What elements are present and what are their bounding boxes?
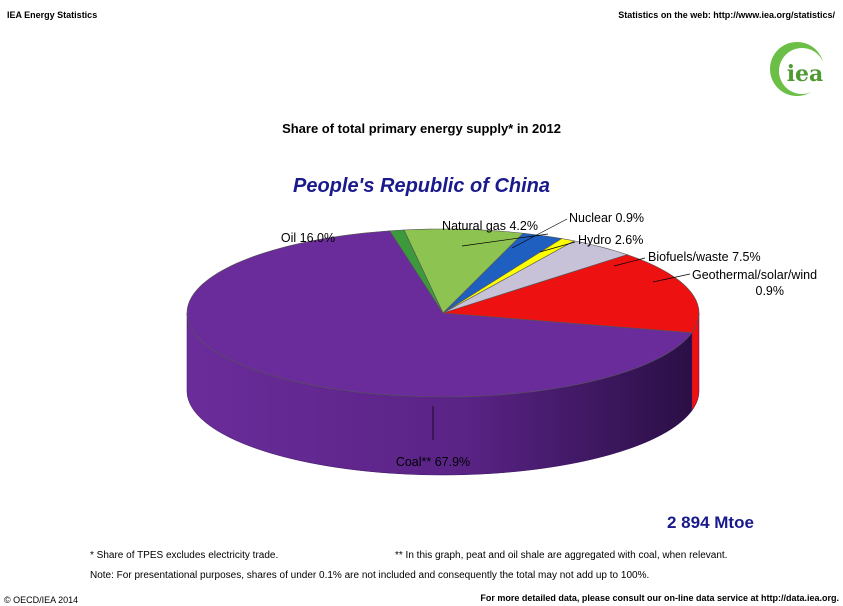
slice-label-geothermal-solar-wind-2: 0.9% — [756, 284, 785, 298]
footnote-tpes: * Share of TPES excludes electricity tra… — [90, 550, 279, 561]
slice-label-coal: Coal** 67.9% — [396, 455, 470, 469]
leader-line-nuclear — [511, 218, 568, 249]
iea-logo: iea — [768, 40, 826, 98]
leader-line-geothermal-solar-wind — [652, 273, 691, 283]
slice-label-nuclear: Nuclear 0.9% — [569, 211, 644, 225]
footnote-coal: ** In this graph, peat and oil shale are… — [395, 550, 728, 561]
pie-slice-coal — [186, 230, 693, 398]
more-data-link: For more detailed data, please consult o… — [480, 593, 839, 603]
logo-text: iea — [787, 61, 824, 87]
slice-label-oil: Oil 16.0% — [281, 231, 335, 245]
footnote-note: Note: For presentational purposes, share… — [90, 570, 650, 581]
pie-top — [186, 228, 700, 398]
pie-slice-geothermal-solar-wind — [389, 229, 444, 314]
leader-line-hydro — [539, 241, 576, 253]
pie-slice-natural-gas — [442, 240, 629, 314]
leader-line-biofuels-waste — [613, 257, 646, 267]
pie-slice-biofuels-waste — [403, 228, 524, 314]
total-supply: 2 894 Mtoe — [667, 513, 754, 532]
country-title: People's Republic of China — [292, 175, 550, 197]
slice-label-natural-gas: Natural gas 4.2% — [442, 219, 538, 233]
slice-label-geothermal-solar-wind: Geothermal/solar/wind — [692, 268, 817, 282]
slice-label-hydro: Hydro 2.6% — [578, 233, 643, 247]
header-left: IEA Energy Statistics — [7, 10, 98, 20]
header-right: Statistics on the web: http://www.iea.or… — [618, 10, 835, 20]
leader-line-natural-gas — [461, 233, 549, 247]
pie-slice-hydro — [442, 232, 563, 314]
slice-label-biofuels-waste: Biofuels/waste 7.5% — [648, 250, 761, 264]
pie-labels: Coal** 67.9% Oil 16.0% Natural gas 4.2% Nuc… — [281, 211, 817, 469]
copyright: © OECD/IEA 2014 — [4, 595, 79, 605]
chart-title: Share of total primary energy supply* in… — [282, 121, 561, 136]
pie-slice-oil — [442, 254, 700, 334]
